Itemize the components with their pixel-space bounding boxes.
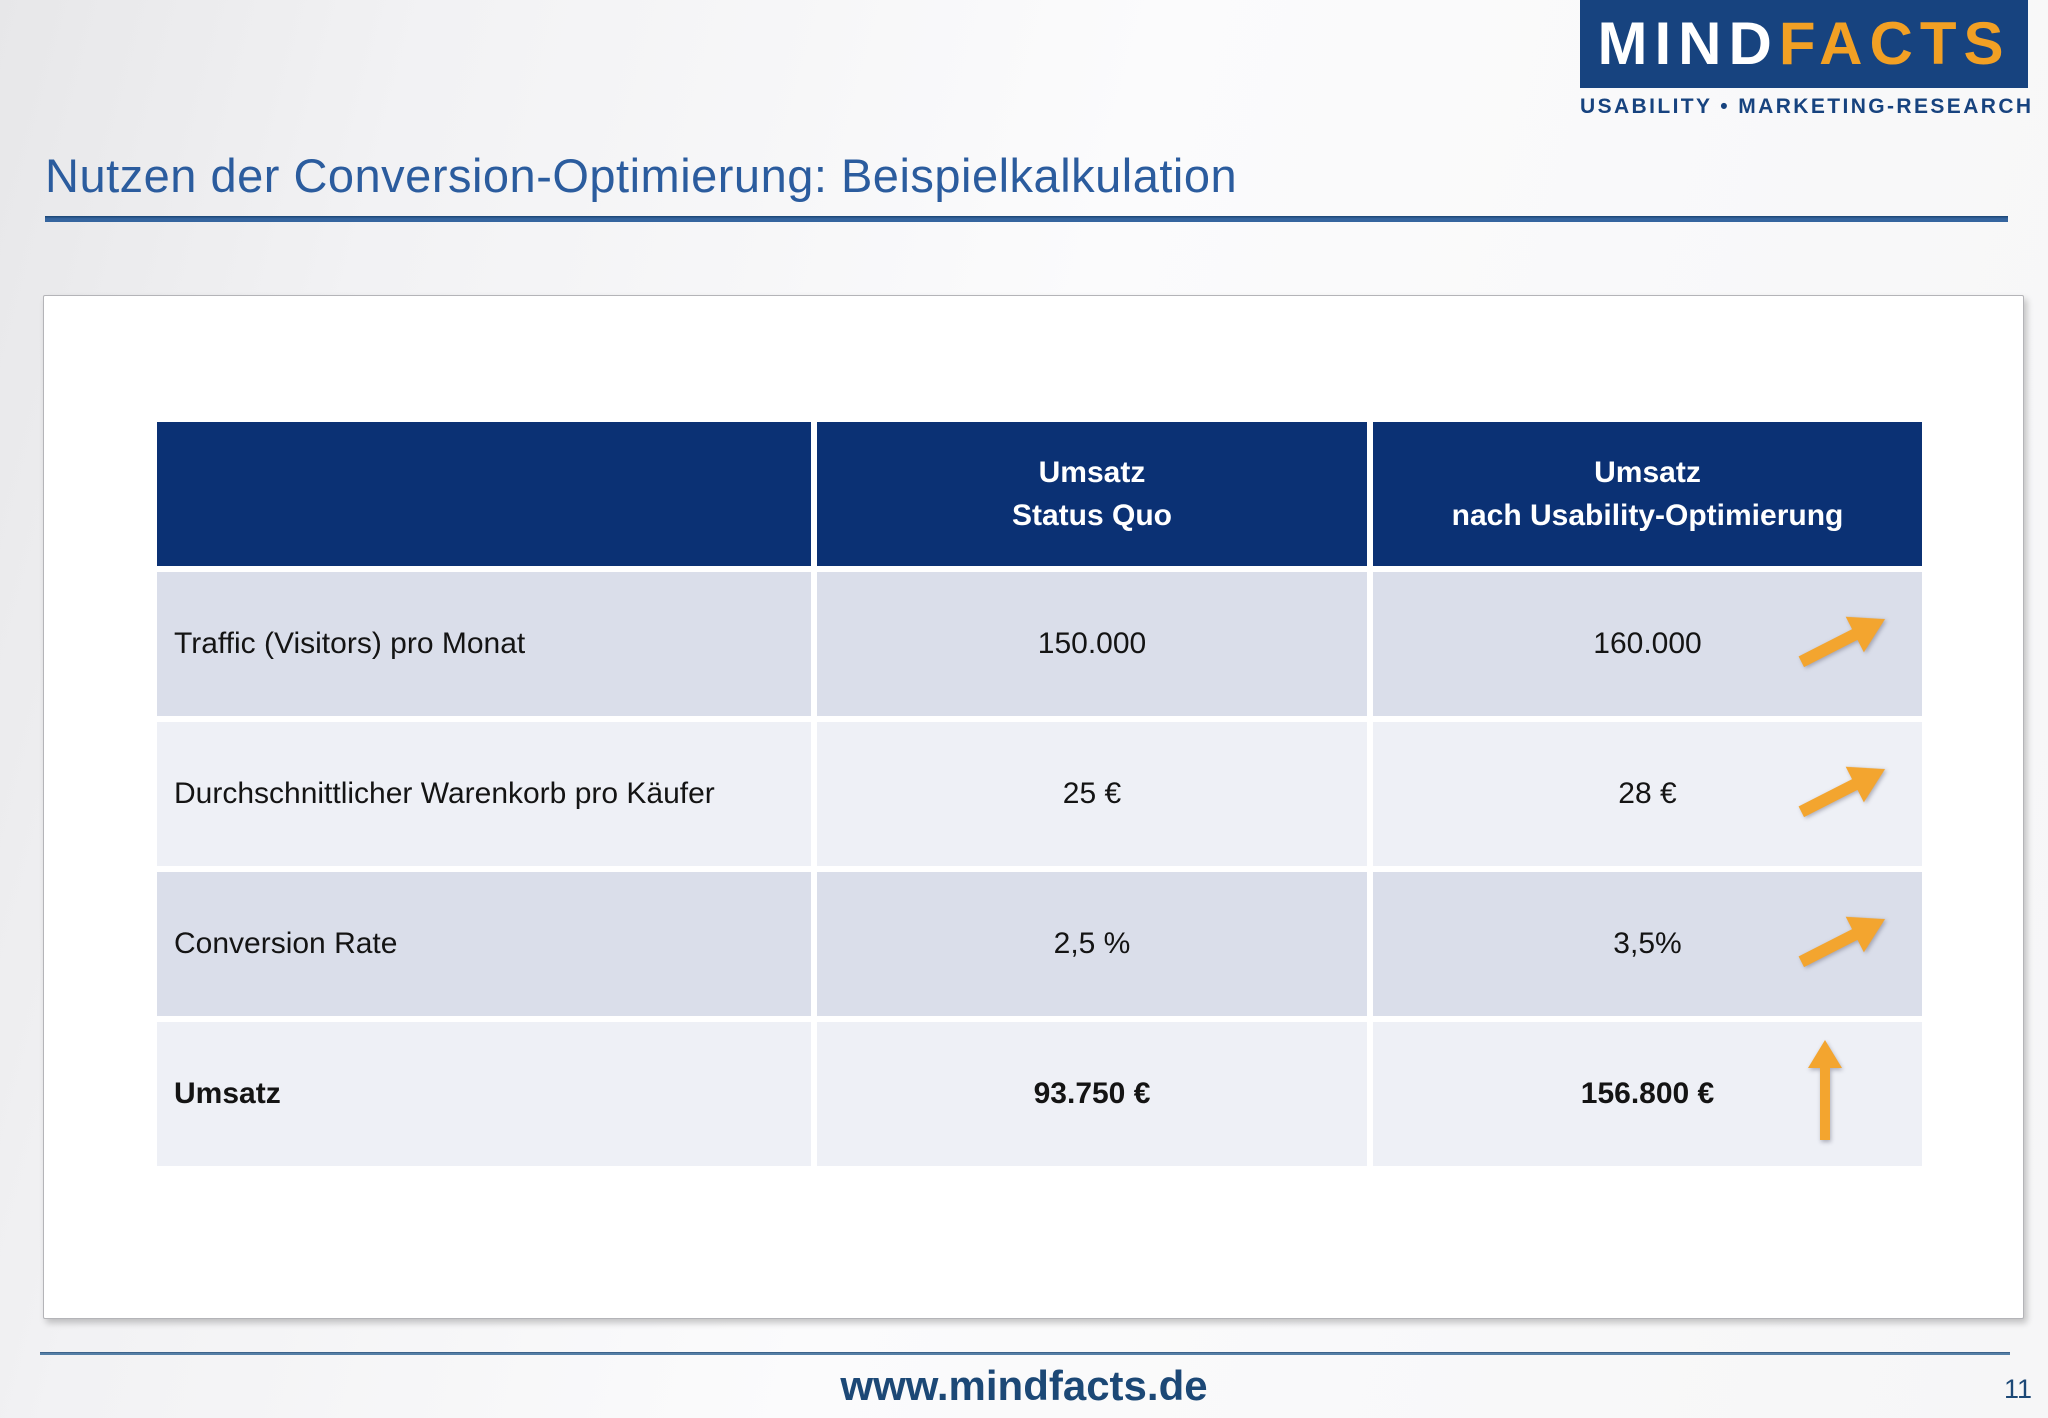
logo-word-mind: MIND: [1597, 10, 1779, 77]
row-traffic-label: Traffic (Visitors) pro Monat: [157, 572, 811, 716]
mindfacts-logo-wordmark: MIND FACTS: [1580, 0, 2028, 88]
footer-divider: [40, 1352, 2010, 1355]
table-header-optimized-text: Umsatz nach Usability-Optimierung: [1451, 455, 1844, 533]
row-umsatz-optimized: 156.800 €: [1373, 1022, 1922, 1166]
row-traffic-status-quo: 150.000: [817, 572, 1367, 716]
up-arrow-icon: [1804, 1037, 1846, 1151]
row-warenkorb-status-quo: 25 €: [817, 722, 1367, 866]
up-right-arrow-icon: [1785, 589, 1906, 699]
title-underline: [45, 216, 2008, 222]
table-header-status-quo: Umsatz Status Quo: [817, 422, 1367, 566]
page-title: Nutzen der Conversion-Optimierung: Beisp…: [45, 149, 1238, 202]
row-warenkorb-optimized-value: 28 €: [1618, 777, 1677, 810]
up-right-arrow-icon: [1785, 889, 1906, 999]
table-header-optimized: Umsatz nach Usability-Optimierung: [1373, 422, 1922, 566]
row-warenkorb-label: Durchschnittlicher Warenkorb pro Käufer: [157, 722, 811, 866]
calculation-table: Umsatz Status Quo Umsatz nach Usability-Op…: [157, 422, 1922, 1166]
table-header-empty: [157, 422, 811, 566]
row-traffic-optimized: 160.000: [1373, 572, 1922, 716]
logo-word-facts: FACTS: [1778, 10, 2011, 77]
logo-tagline: USABILITY • MARKETING-RESEARCH: [1580, 95, 2034, 118]
row-umsatz-status-quo: 93.750 €: [817, 1022, 1367, 1166]
row-conversion-optimized-value: 3,5%: [1613, 927, 1682, 960]
up-right-arrow-icon: [1785, 739, 1906, 849]
row-umsatz-optimized-value: 156.800 €: [1580, 1077, 1715, 1110]
row-conversion-optimized: 3,5%: [1373, 872, 1922, 1016]
row-warenkorb-optimized: 28 €: [1373, 722, 1922, 866]
row-traffic-optimized-value: 160.000: [1593, 627, 1702, 660]
content-panel: Umsatz Status Quo Umsatz nach Usability-Op…: [43, 295, 2024, 1319]
table-header-status-quo-text: Umsatz Status Quo: [1011, 455, 1172, 533]
page-number: 11: [2003, 1374, 2032, 1404]
row-umsatz-label: Umsatz: [157, 1022, 811, 1166]
row-conversion-label: Conversion Rate: [157, 872, 811, 1016]
mindfacts-logo: MIND FACTS USABILITY • MARKETING-RESEARCH: [1580, 0, 2034, 119]
footer-url: www.mindfacts.de: [840, 1362, 1208, 1409]
row-conversion-status-quo: 2,5 %: [817, 872, 1367, 1016]
